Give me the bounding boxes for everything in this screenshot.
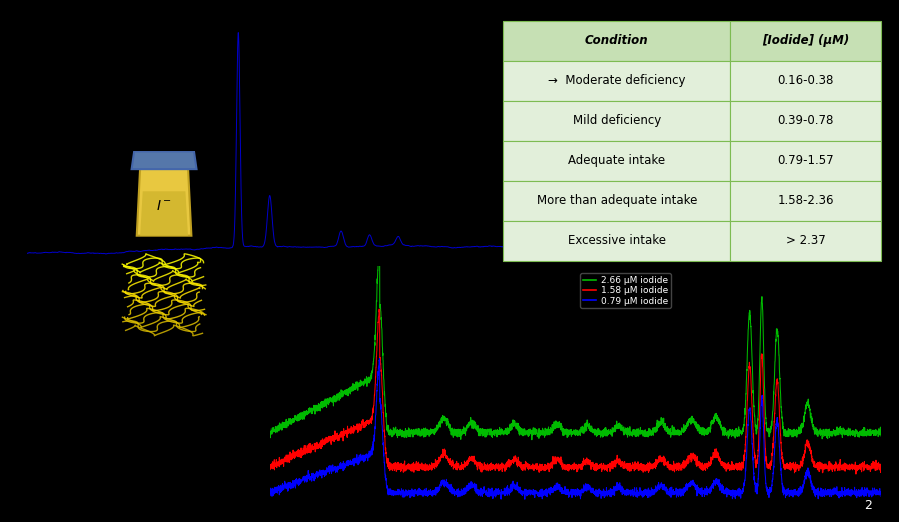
Text: Mild deficiency: Mild deficiency [573, 114, 661, 127]
Text: 0.39-0.78: 0.39-0.78 [778, 114, 833, 127]
Polygon shape [131, 151, 197, 169]
Text: > 2.37: > 2.37 [786, 234, 825, 247]
Text: →  Moderate deficiency: → Moderate deficiency [548, 75, 685, 87]
Text: 0.79-1.57: 0.79-1.57 [778, 155, 833, 168]
Bar [503, 21, 730, 61]
Text: $I^-$: $I^-$ [156, 199, 172, 213]
Bar [730, 221, 881, 261]
Bar [730, 181, 881, 221]
Legend: 2.66 μM iodide, 1.58 μM iodide, 0.79 μM iodide: 2.66 μM iodide, 1.58 μM iodide, 0.79 μM … [580, 273, 671, 309]
Text: Condition: Condition [585, 34, 648, 48]
Bar [503, 61, 730, 101]
Text: 2: 2 [864, 499, 872, 512]
Text: [Iodide] (μM): [Iodide] (μM) [761, 34, 850, 48]
Bar [503, 181, 730, 221]
Bar [503, 101, 730, 141]
Bar [730, 61, 881, 101]
Bar [730, 21, 881, 61]
Polygon shape [137, 168, 191, 236]
Bar [503, 141, 730, 181]
Bar [730, 141, 881, 181]
Text: 1.58-2.36: 1.58-2.36 [778, 195, 833, 207]
Text: More than adequate intake: More than adequate intake [537, 195, 697, 207]
Text: Adequate intake: Adequate intake [568, 155, 665, 168]
Bar [730, 101, 881, 141]
Bar [503, 221, 730, 261]
Text: Excessive intake: Excessive intake [567, 234, 666, 247]
Text: 0.16-0.38: 0.16-0.38 [778, 75, 833, 87]
Polygon shape [140, 192, 188, 236]
